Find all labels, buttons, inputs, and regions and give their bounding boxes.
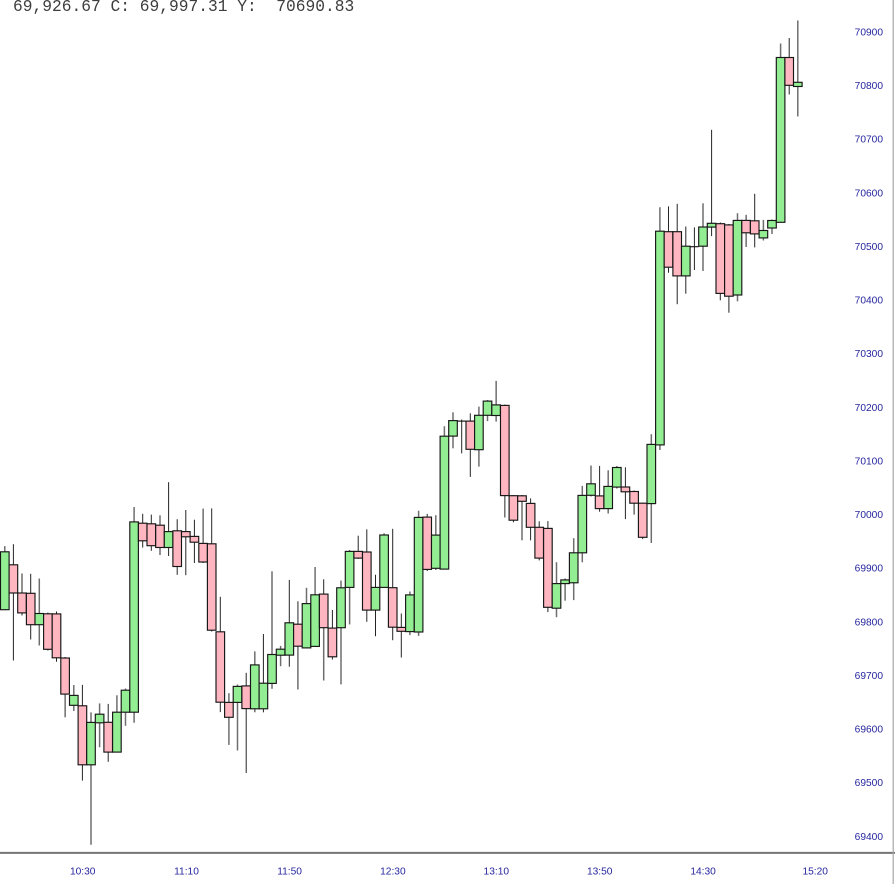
- svg-text:14:30: 14:30: [690, 867, 716, 878]
- svg-text:70400: 70400: [855, 296, 884, 307]
- svg-text:11:10: 11:10: [174, 867, 199, 878]
- svg-text:69500: 69500: [855, 778, 884, 789]
- svg-text:70100: 70100: [855, 457, 884, 468]
- svg-text:70200: 70200: [855, 403, 884, 414]
- svg-text:70600: 70600: [855, 188, 884, 199]
- svg-text:69700: 69700: [855, 671, 884, 682]
- svg-text:70700: 70700: [855, 135, 884, 146]
- svg-text:69800: 69800: [855, 617, 884, 628]
- svg-text:69400: 69400: [855, 832, 884, 843]
- svg-text:12:30: 12:30: [380, 867, 406, 878]
- svg-text:69600: 69600: [855, 725, 884, 736]
- svg-text:70000: 70000: [855, 510, 884, 521]
- svg-text:70800: 70800: [855, 81, 884, 92]
- svg-text:69,926.67 C: 69,997.31 Y: 706: 69,926.67 C: 69,997.31 Y: 70690.83: [13, 0, 354, 16]
- svg-text:70500: 70500: [855, 242, 884, 253]
- svg-text:13:10: 13:10: [484, 867, 510, 878]
- svg-text:15:20: 15:20: [802, 867, 828, 878]
- svg-text:69900: 69900: [855, 564, 884, 575]
- svg-text:13:50: 13:50: [587, 867, 613, 878]
- svg-text:10:30: 10:30: [70, 867, 96, 878]
- svg-text:11:50: 11:50: [277, 867, 302, 878]
- svg-text:70900: 70900: [855, 28, 884, 39]
- svg-text:70300: 70300: [855, 349, 884, 360]
